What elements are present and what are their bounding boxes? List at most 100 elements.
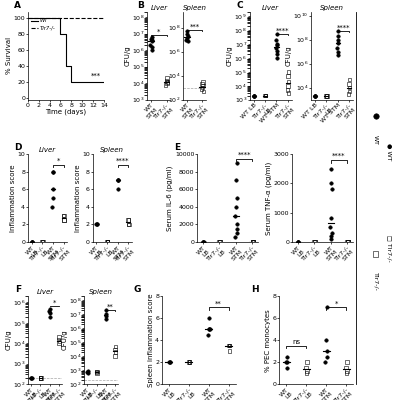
Text: *: * <box>57 158 60 164</box>
Point <box>328 166 335 172</box>
Point <box>56 340 62 346</box>
Point <box>250 239 257 245</box>
Point <box>200 239 207 245</box>
Point <box>335 28 342 34</box>
Point <box>322 359 328 365</box>
Title: Liver: Liver <box>150 5 168 11</box>
Point <box>233 230 240 236</box>
Point <box>294 239 301 245</box>
Point <box>147 42 154 48</box>
Point <box>184 34 190 41</box>
Point <box>125 217 131 223</box>
Point <box>284 87 290 93</box>
Y-axis label: Inflammation score: Inflammation score <box>75 164 81 232</box>
Point <box>345 239 351 245</box>
Point <box>46 307 53 314</box>
Point <box>345 239 352 245</box>
Point <box>115 177 121 184</box>
Y-axis label: % Survival: % Survival <box>6 37 12 74</box>
Point <box>204 332 211 338</box>
Point <box>164 79 170 85</box>
Point <box>28 239 35 245</box>
Point <box>273 45 279 52</box>
Point <box>60 212 67 219</box>
Point <box>303 364 309 371</box>
Point <box>328 233 335 239</box>
Text: ***: *** <box>190 24 200 30</box>
Point <box>200 79 206 85</box>
Point <box>112 346 118 353</box>
Point <box>324 93 330 99</box>
Point <box>344 370 350 376</box>
Point <box>274 31 280 38</box>
Title: Spleen: Spleen <box>183 5 207 11</box>
Point <box>206 326 212 332</box>
Point <box>28 375 35 381</box>
Point <box>226 342 233 349</box>
Point <box>262 92 268 99</box>
Point <box>93 221 99 228</box>
Title: Liver: Liver <box>262 5 279 11</box>
Point <box>328 180 334 186</box>
Point <box>283 359 289 365</box>
Point <box>166 359 173 365</box>
Point <box>184 33 191 39</box>
Point <box>328 236 335 242</box>
Point <box>55 336 62 343</box>
Point <box>304 370 310 376</box>
Point <box>234 221 240 228</box>
Point <box>232 234 238 241</box>
Point <box>187 359 193 365</box>
Text: ****: **** <box>116 158 130 164</box>
Point <box>40 239 46 245</box>
Point <box>233 204 239 210</box>
Point <box>184 31 190 37</box>
Text: ****: **** <box>332 153 346 159</box>
Point <box>148 47 155 53</box>
Point <box>217 239 223 245</box>
Text: **: ** <box>107 304 114 310</box>
Point <box>295 239 302 245</box>
Point <box>49 204 55 210</box>
Point <box>251 92 257 99</box>
Point <box>312 93 319 99</box>
Point <box>344 368 350 374</box>
Point <box>328 186 335 192</box>
Point <box>166 359 173 365</box>
Y-axis label: Spleen inflammation score: Spleen inflammation score <box>148 293 154 387</box>
Point <box>344 359 350 365</box>
Point <box>29 239 36 245</box>
Point <box>38 375 44 381</box>
Point <box>284 359 290 365</box>
Point <box>200 82 206 89</box>
Point <box>61 212 67 219</box>
Point <box>112 343 119 350</box>
Point <box>226 348 233 354</box>
Point <box>335 52 341 58</box>
Point <box>312 93 318 99</box>
Text: ***: *** <box>91 73 101 79</box>
Point <box>85 370 91 376</box>
Point <box>56 338 62 345</box>
Text: *: * <box>334 300 338 306</box>
Point <box>327 224 333 230</box>
Point <box>103 312 109 319</box>
Point <box>163 77 170 84</box>
Text: WT: WT <box>373 135 378 145</box>
Y-axis label: Serum TNF-α (pg/ml): Serum TNF-α (pg/ml) <box>266 161 272 235</box>
Point <box>250 92 257 99</box>
Point <box>148 38 155 44</box>
Point <box>344 239 350 245</box>
Point <box>162 82 169 88</box>
Point <box>50 195 56 201</box>
Point <box>184 28 191 34</box>
Point <box>85 368 91 375</box>
Point <box>185 38 191 44</box>
Point <box>200 239 206 245</box>
Point <box>345 239 351 245</box>
Point <box>164 80 170 86</box>
Text: *: * <box>53 300 56 306</box>
Point <box>227 342 233 349</box>
Point <box>28 375 35 381</box>
Point <box>311 239 317 245</box>
